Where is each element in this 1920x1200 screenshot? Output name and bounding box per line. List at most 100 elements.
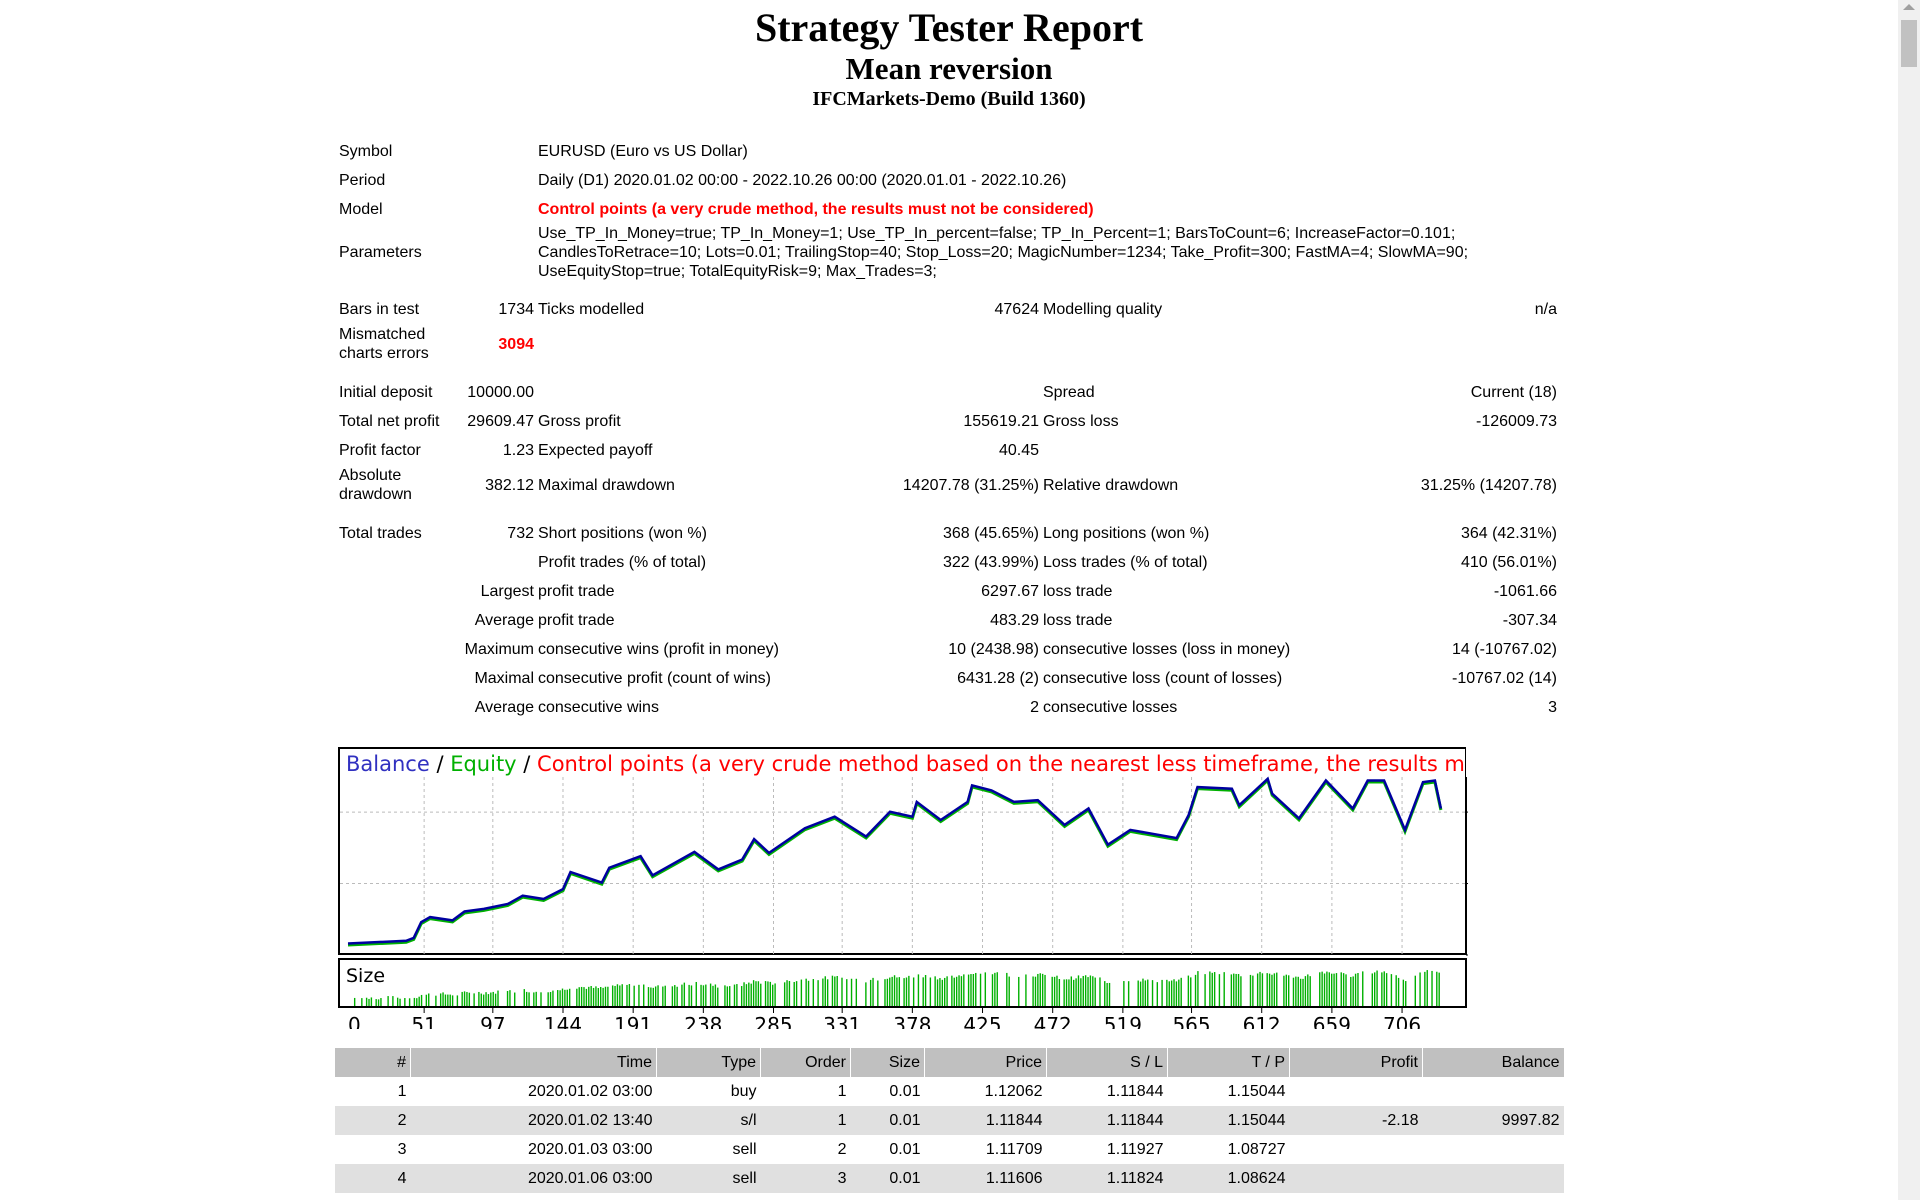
size-bar (772, 984, 774, 1006)
size-bar (1350, 976, 1352, 1006)
size-bar (877, 980, 879, 1006)
size-bar (750, 983, 752, 1006)
label: Maximal drawdown (538, 476, 675, 494)
size-bar (597, 988, 600, 1006)
size-bar (1156, 982, 1159, 1006)
size-bar (855, 978, 858, 1006)
size-bar (1087, 977, 1089, 1006)
size-bar (590, 986, 592, 1006)
size-bar (1357, 973, 1359, 1006)
table-cell: 1.15044 (1227, 1082, 1286, 1100)
size-bar (418, 996, 420, 1006)
long-positions: 364 (42.31%) (1460, 525, 1557, 542)
label: Gross loss (1043, 413, 1119, 430)
gross-loss: -126009.73 (1476, 413, 1557, 430)
size-bar (456, 995, 459, 1006)
size-bar (473, 993, 475, 1006)
size-bar (1431, 970, 1433, 1006)
size-bar (824, 976, 826, 1006)
parameters-value: Use_TP_In_Money=true; TP_In_Money=1; Use… (538, 225, 1469, 280)
size-bar (1065, 979, 1068, 1006)
size-bar (1099, 977, 1101, 1006)
size-bar (626, 984, 628, 1006)
column-header: S / L (1046, 1048, 1168, 1077)
size-bar (1025, 974, 1027, 1006)
table-cell: 2 (837, 1140, 847, 1158)
size-bar (736, 984, 738, 1006)
table-cell: 4 (334, 1164, 411, 1193)
label: consecutive loss (count of losses) (1043, 670, 1283, 687)
size-bar (1405, 981, 1407, 1006)
size-bar (1041, 973, 1044, 1006)
x-tick-label: 565 (1172, 1013, 1210, 1029)
column-header: Time (410, 1048, 657, 1077)
size-bar (1266, 973, 1268, 1006)
label: consecutive profit (count of wins) (538, 670, 771, 687)
size-bar (709, 983, 712, 1006)
label: Total net profit (339, 413, 440, 430)
size-bar (480, 993, 482, 1006)
vertical-scrollbar[interactable] (1898, 0, 1920, 1200)
size-bar (1082, 975, 1084, 1006)
label: Profit factor (339, 442, 421, 459)
size-bar (934, 976, 936, 1006)
size-bar (1070, 976, 1073, 1006)
profit-factor: 1.23 (502, 442, 534, 459)
column-header: # (334, 1048, 411, 1077)
size-bar (1261, 973, 1264, 1006)
size-bar (1166, 979, 1168, 1006)
size-bar (643, 984, 645, 1006)
average-loss: -307.34 (1502, 612, 1557, 629)
size-bar (1326, 971, 1328, 1006)
size-bar (353, 997, 356, 1006)
size-bar (439, 993, 442, 1006)
size-bar (1044, 974, 1046, 1006)
size-bar (1104, 981, 1106, 1006)
size-bar (1106, 983, 1108, 1006)
size-bar (898, 977, 901, 1006)
size-bar (676, 986, 678, 1006)
column-header: T / P (1167, 1048, 1290, 1077)
size-bar (939, 978, 941, 1006)
size-bar (1283, 975, 1285, 1006)
label: profit trade (538, 612, 615, 629)
scroll-up-arrow-icon[interactable] (1903, 4, 1915, 10)
size-bar (387, 996, 389, 1006)
size-bar (611, 985, 614, 1006)
size-bar (1077, 975, 1080, 1006)
size-bar (1419, 972, 1421, 1006)
net-profit: 29609.47 (467, 413, 534, 430)
size-bar (1218, 974, 1221, 1006)
size-bar (540, 992, 542, 1006)
size-bar (566, 989, 568, 1006)
size-bar (628, 984, 631, 1006)
label: Modelling quality (1043, 301, 1163, 318)
size-bar (595, 986, 597, 1006)
size-bar (903, 978, 905, 1006)
average-profit: 483.29 (990, 612, 1039, 629)
size-bar (1233, 973, 1235, 1006)
period-value: Daily (D1) 2020.01.02 00:00 - 2022.10.26… (538, 172, 1067, 189)
size-bar (1151, 980, 1154, 1006)
size-bar (946, 976, 948, 1006)
size-bar (1292, 977, 1295, 1006)
size-bar (869, 979, 872, 1006)
size-bar (745, 984, 748, 1006)
size-bar (850, 978, 853, 1006)
size-bar (657, 985, 659, 1006)
size-bar (690, 985, 693, 1006)
size-bar (638, 984, 640, 1006)
size-bar (559, 990, 561, 1006)
size-bar (1123, 981, 1125, 1006)
x-tick-label: 378 (893, 1013, 931, 1029)
size-bar (1276, 972, 1278, 1006)
size-bar (1249, 974, 1252, 1006)
scrollbar-thumb[interactable] (1901, 20, 1917, 67)
size-bar (764, 981, 767, 1006)
size-bar (365, 997, 368, 1006)
size-bar (1168, 981, 1170, 1006)
size-bar (783, 982, 786, 1006)
size-bar (951, 975, 953, 1006)
largest-loss: -1061.66 (1493, 583, 1557, 600)
size-bar (681, 984, 683, 1006)
